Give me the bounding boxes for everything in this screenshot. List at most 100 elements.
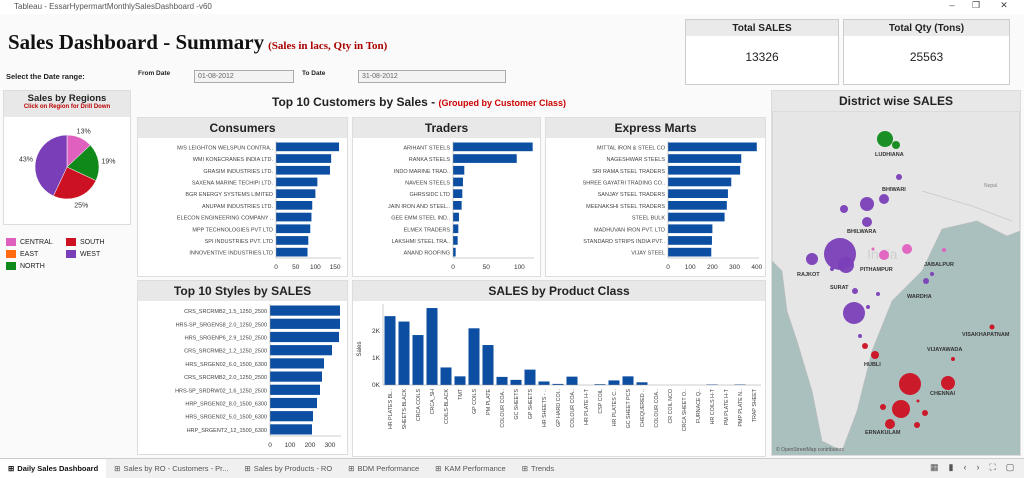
legend-item-north[interactable]: NORTH [6,260,66,272]
close-button[interactable]: ✕ [1000,0,1008,10]
x-tick-label: CRCA_SH [430,389,436,414]
district-map[interactable]: IndiaNepalLUDHIANABHIWARIBHILWARARAJKOTS… [771,110,1021,455]
dashboard-icon: ⊞ [244,464,251,473]
city-label: SURAT [830,285,849,291]
district-marker [877,131,893,147]
bar-label: NAVEEN STEELS [405,180,450,186]
district-marker [989,324,995,330]
legend-swatch [66,238,76,246]
grid-view-icon[interactable]: ▦ [930,462,939,472]
bar-label: HRS_SRGENP6_2.9_1250_2500 [185,336,267,342]
tab-trends[interactable]: ⊞ Trends [514,464,562,473]
dashboard-icon: ⊞ [435,464,442,473]
film-strip-icon[interactable]: ▮ [948,462,954,472]
bar-label: ANUPAM INDUSTRIES LTD. [202,204,273,210]
district-marker [899,373,921,395]
city-label: LUDHIANA [875,152,904,158]
x-tick-label: CR COIL NCO [668,389,674,424]
district-marker [871,351,879,359]
sheet-tabs: ⊞ Daily Sales Dashboard ⊞ Sales by RO - Cus… [0,458,1024,478]
bar-label: CRS_SRCRMB2_1.5_1250_2500 [184,309,267,315]
regions-hint: Click on Region for Drill Down [23,104,111,110]
tab-label: Sales by Products - RO [253,464,333,473]
regions-pie-chart[interactable]: 13% 19% 25% 43% [4,117,130,224]
x-tick-label: 200 [707,264,718,271]
legend-item-central[interactable]: CENTRAL [6,236,66,248]
bar-label: MADHUVAN IRON PVT. LTD [594,227,665,233]
tab-label: KAM Performance [444,464,506,473]
bar [270,411,313,422]
bar [453,177,463,187]
bar [453,189,463,198]
express-marts-panel: Express Marts MITTAL IRON & STEEL CO NAGES… [545,117,766,277]
bar [270,331,339,343]
bar-label: GHRSSIDC LTD [409,192,450,198]
fullscreen-icon[interactable]: ⛶ [989,462,996,472]
district-marker [879,250,889,260]
consumers-chart[interactable]: M/S LEIGHTON WELSPUN CONTRA.. WMI KONECRA… [138,138,347,276]
city-label: CHENNAI [930,391,956,397]
map-title: District wise SALES [772,91,1020,111]
minimize-button[interactable]: – [949,0,955,10]
district-marker [840,205,848,213]
bar [453,165,465,175]
legend-swatch [66,250,76,258]
page-title: Sales Dashboard - Summary (Sales in lacs,… [8,30,387,55]
legend-label: CENTRAL [20,238,53,246]
district-marker [860,197,874,211]
pie-label: 19% [101,159,115,166]
bar [524,369,536,385]
land [771,110,1021,452]
from-date-label: From Date [138,70,171,77]
to-date-input[interactable]: 31-08-2012 [358,70,506,83]
bar [468,328,480,385]
tab-sales-by-products-ro[interactable]: ⊞ Sales by Products - RO [237,464,341,473]
bar [276,177,318,187]
traders-chart[interactable]: ARIHANT STEELS RANKA STEELS INDO MARINE TR… [353,138,540,276]
tab-kam-performance[interactable]: ⊞ KAM Performance [427,464,514,473]
x-tick-label: COILS-BLACK [444,389,450,424]
district-marker [880,404,886,410]
legend-item-west[interactable]: WEST [66,248,126,260]
legend-item-east[interactable]: EAST [6,248,66,260]
x-tick-label: PM PLATE [486,389,492,415]
tab-sales-by-ro-customers-pr-[interactable]: ⊞ Sales by RO - Customers - Pr... [106,464,236,473]
product-class-chart[interactable]: Sales 0K 1K 2K HR PLATES BL.. SHEETS-BLACK CRC… [353,301,765,456]
legend-swatch [6,250,16,258]
presentation-icon[interactable]: ▢ [1005,462,1015,472]
bar-label: CRS_SRCRMB2_2.0_1250_2500 [184,375,267,381]
tab-label: Trends [531,464,555,473]
city-label: VISAKHAPATNAM [962,332,1010,338]
pie-slice-south [53,166,97,200]
tab-daily-sales-dashboard[interactable]: ⊞ Daily Sales Dashboard [0,459,107,478]
legend-item-south[interactable]: SOUTH [66,236,126,248]
bar-label: JAIN IRON AND STEEL.. [388,204,451,210]
bar-label: ANAND ROOFING [404,251,450,257]
from-date-input[interactable]: 01-08-2012 [194,70,294,83]
district-marker [852,288,858,294]
bar [276,236,309,245]
express-marts-chart[interactable]: MITTAL IRON & STEEL CO NAGESHWAR STEELS SR… [546,138,765,276]
pie-label: 43% [19,156,33,163]
bar-label: GRASIM INDUSTRIES LTD. [203,169,273,175]
bar [608,380,620,385]
bar-label: WMI KONECRANES INDIA LTD. [193,157,274,163]
bar-label: MITTAL IRON & STEEL CO [597,145,666,151]
x-tick-label: HR COILS H-T [710,388,716,424]
bar [276,224,311,234]
tab-label: Daily Sales Dashboard [17,464,99,473]
bar-label: HRS-SP_SRGENS8_2.0_1250_2500 [176,322,267,328]
bar [276,201,313,210]
bar-label: HRP_SRGENT2_12_1500_6300 [187,428,267,434]
kpi-label: Total SALES [686,20,838,36]
prev-icon[interactable]: ‹ [963,462,967,472]
bar [453,212,459,222]
tab-bdm-performance[interactable]: ⊞ BDM Performance [340,464,427,473]
district-marker [879,194,889,204]
maximize-button[interactable]: ❐ [971,0,981,10]
styles-chart[interactable]: CRS_SRCRMB2_1.5_1250_2500 HRS-SP_SRGENS8_… [138,301,347,454]
next-icon[interactable]: › [976,462,980,472]
bar [453,201,462,210]
bar [668,212,725,222]
bar-label: ELECON ENGINEERING COMPANY .. [177,216,274,222]
